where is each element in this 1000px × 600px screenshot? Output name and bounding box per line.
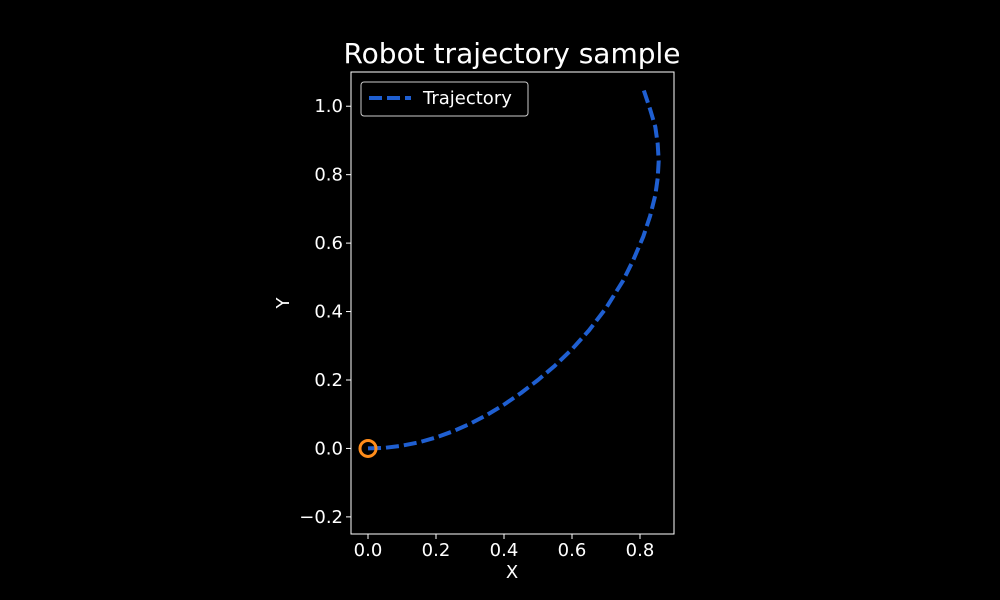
x-tick-label-2: 0.4	[490, 540, 519, 561]
y-tick-label-4: 0.6	[314, 233, 343, 254]
x-tick-label-3: 0.6	[558, 540, 587, 561]
series-layer	[367, 88, 661, 451]
start-marker-0	[358, 438, 378, 458]
y-tick-label-1: 0.0	[314, 438, 343, 459]
markers-layer	[358, 438, 378, 458]
legend-box	[360, 81, 529, 117]
y-tick-label-2: 0.2	[314, 370, 343, 391]
y-axis-label: Y	[273, 297, 294, 310]
x-tick-label-1: 0.2	[422, 540, 451, 561]
plot-frame	[350, 71, 675, 535]
axis-ticks: 0.0 0.2 0.4 0.6 0.8 −0.2 0.0 0.2 0.4 0.6 0.8 1.0	[299, 96, 654, 561]
x-axis-label: X	[506, 562, 518, 583]
y-tick-label-5: 0.8	[314, 165, 343, 186]
x-tick-label-4: 0.8	[626, 540, 655, 561]
x-tick-label-0: 0.0	[354, 540, 383, 561]
series-line-0	[367, 88, 661, 451]
legend-label-trajectory: Trajectory	[422, 88, 512, 109]
y-tick-label-0: −0.2	[299, 507, 343, 528]
legend: Trajectory	[360, 81, 529, 117]
chart-title: Robot trajectory sample	[343, 37, 680, 70]
y-tick-label-3: 0.4	[314, 302, 343, 323]
y-tick-label-6: 1.0	[314, 96, 343, 117]
